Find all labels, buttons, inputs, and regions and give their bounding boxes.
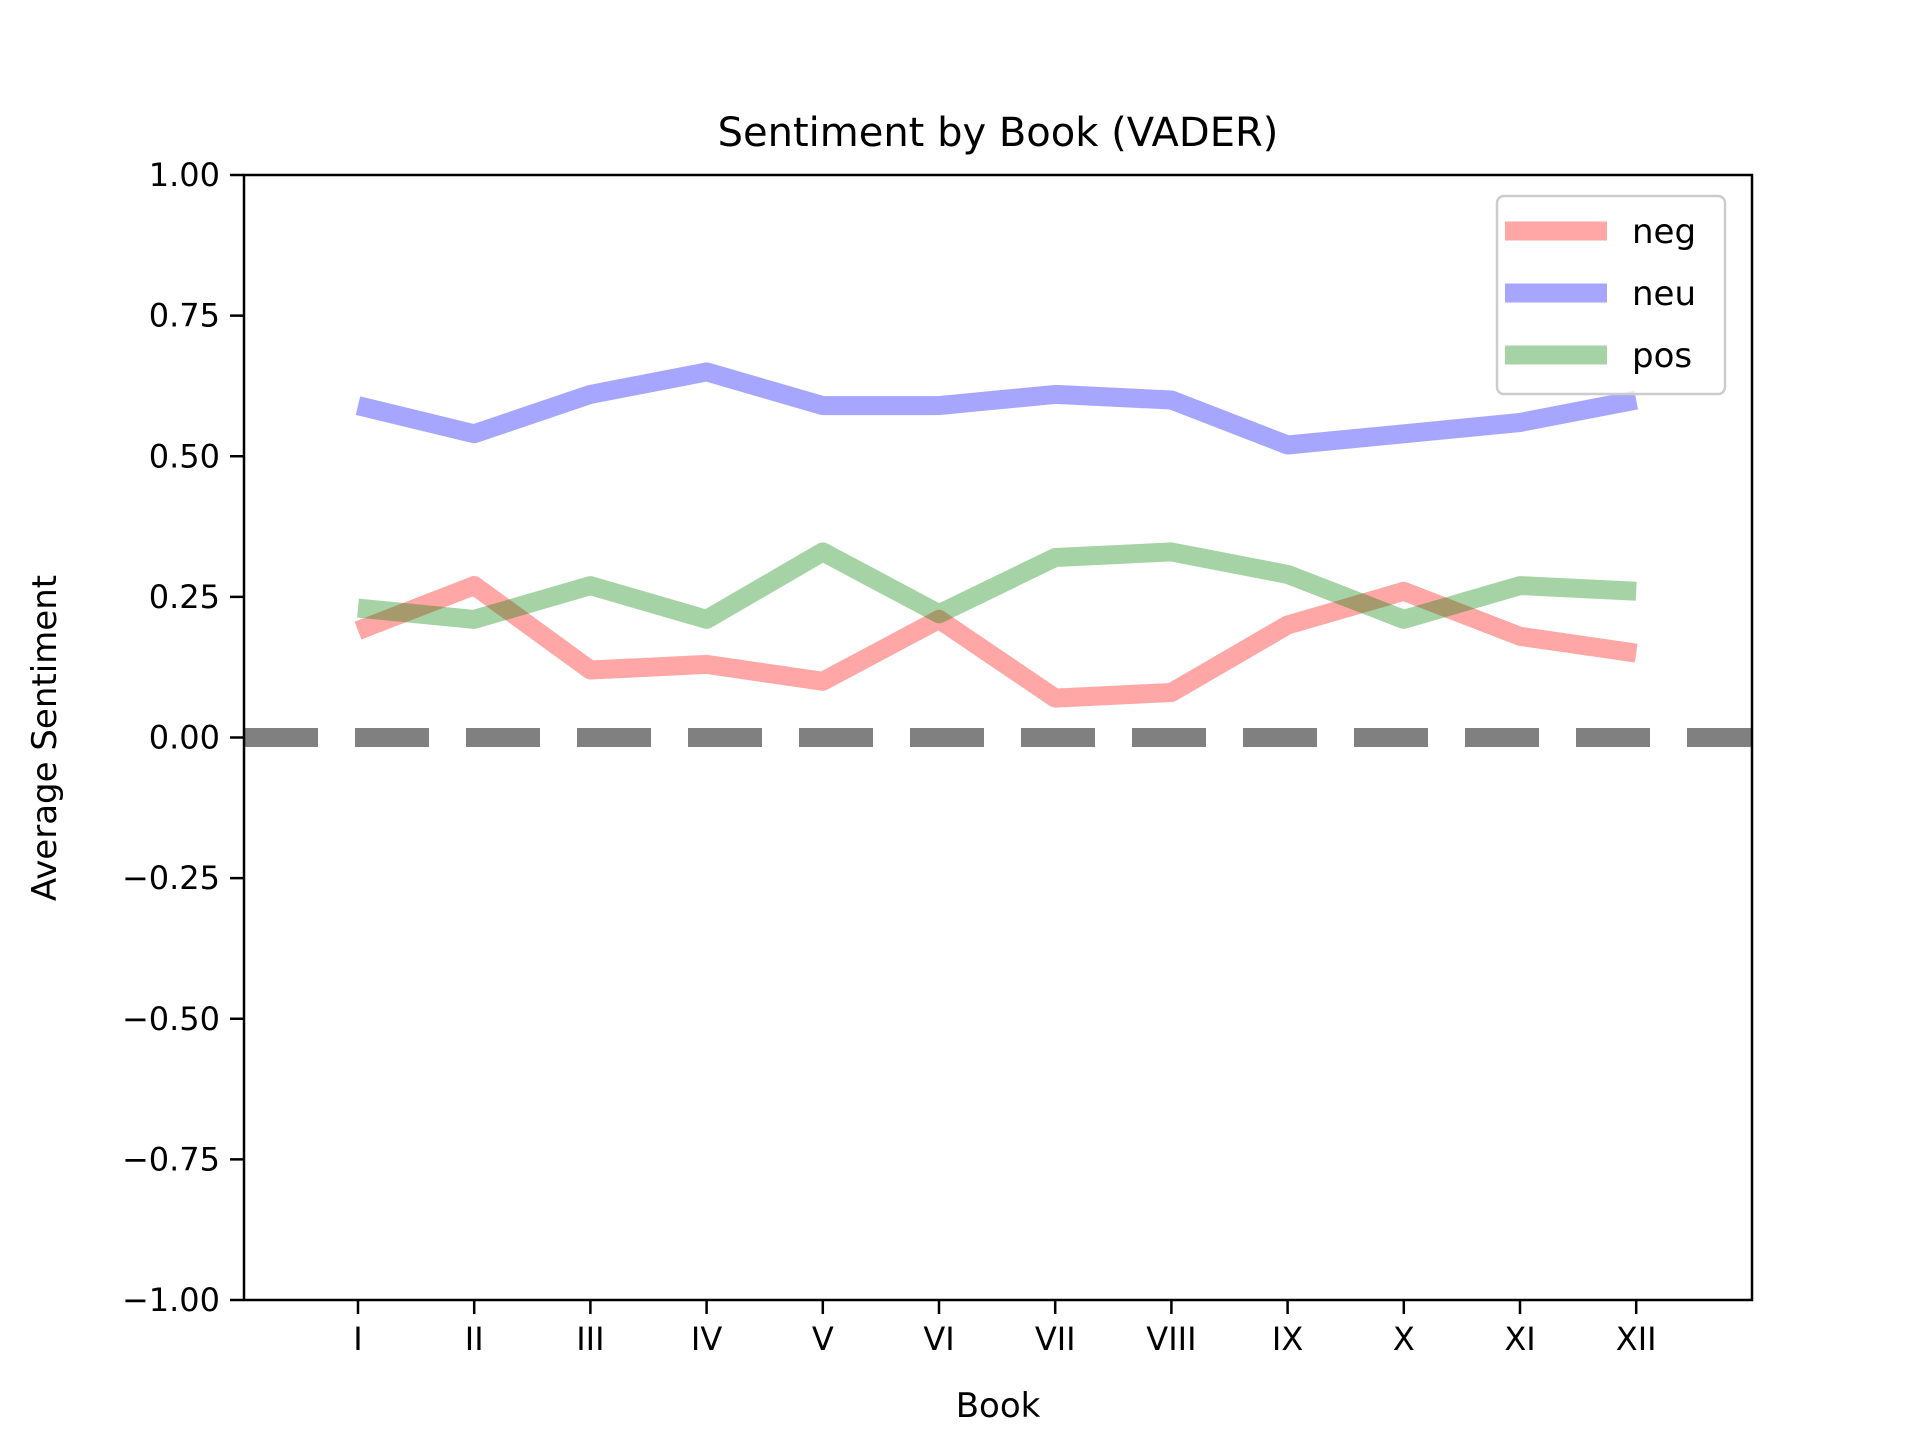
x-tick-label: VIII xyxy=(1146,1320,1196,1358)
legend-label-pos: pos xyxy=(1632,336,1692,376)
y-tick-label: −0.75 xyxy=(122,1140,220,1178)
x-tick-label: IX xyxy=(1272,1320,1303,1358)
x-tick-label: IV xyxy=(691,1320,722,1358)
x-tick-label: VII xyxy=(1035,1320,1076,1358)
x-tick-label: V xyxy=(812,1320,834,1358)
y-tick-label: −0.25 xyxy=(122,859,220,897)
y-tick-label: 0.75 xyxy=(149,297,220,335)
y-tick-label: −1.00 xyxy=(122,1281,220,1319)
plot-area xyxy=(244,362,1752,747)
series-line-pos xyxy=(357,542,1637,629)
y-tick-label: 1.00 xyxy=(149,156,220,194)
y-tick-label: 0.25 xyxy=(149,578,220,616)
x-tick-label: II xyxy=(465,1320,484,1358)
chart-title: Sentiment by Book (VADER) xyxy=(718,110,1279,156)
y-axis-label: Average Sentiment xyxy=(25,575,65,901)
x-tick-label: XII xyxy=(1616,1320,1657,1358)
legend: neg neu pos xyxy=(1495,194,1727,396)
y-tick-label: 0.50 xyxy=(149,437,220,475)
legend-label-neg: neg xyxy=(1632,212,1696,252)
x-tick-label: VI xyxy=(923,1320,954,1358)
x-tick-label: XI xyxy=(1504,1320,1535,1358)
y-tick-label: 0.00 xyxy=(149,719,220,757)
series-line-neu xyxy=(355,362,1639,455)
x-tick-label: III xyxy=(576,1320,604,1358)
x-axis-label: Book xyxy=(956,1386,1041,1426)
axis-ticks: −1.00 −0.75 −0.50 −0.25 0.00 0.25 0.50 0.75 1.00… xyxy=(122,156,1657,1358)
series-line-neg xyxy=(354,576,1638,708)
x-tick-label: I xyxy=(353,1320,362,1358)
y-tick-label: −0.50 xyxy=(122,1000,220,1038)
legend-box xyxy=(1495,194,1727,396)
legend-label-neu: neu xyxy=(1632,274,1696,314)
x-tick-label: X xyxy=(1393,1320,1415,1358)
